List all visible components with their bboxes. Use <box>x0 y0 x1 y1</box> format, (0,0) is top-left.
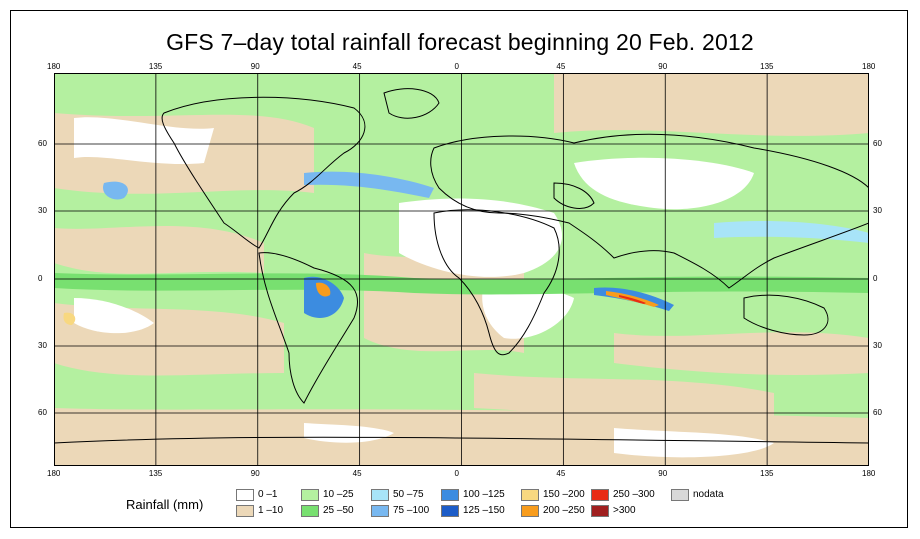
lon-tick-label: 45 <box>352 469 362 478</box>
figure-frame: GFS 7–day total rainfall forecast beginn… <box>10 10 908 528</box>
legend-swatch <box>521 489 539 501</box>
legend-label: 75 –100 <box>393 505 430 516</box>
legend-swatch <box>236 489 254 501</box>
lon-tick-label: 135 <box>148 469 163 478</box>
rainfall-map <box>54 73 869 466</box>
graticule <box>54 73 869 466</box>
lat-tick-label: 30 <box>38 206 47 215</box>
legend-swatch <box>301 489 319 501</box>
lon-tick-label: 135 <box>760 62 774 71</box>
legend-title: Rainfall (mm) <box>126 497 204 512</box>
lat-tick-label: 60 <box>38 139 47 148</box>
legend-label: >300 <box>613 505 636 516</box>
lon-tick-label: 180 <box>862 62 876 71</box>
legend-swatch <box>371 489 389 501</box>
legend-swatch <box>591 505 609 517</box>
lat-tick-label: 30 <box>873 206 882 215</box>
legend-label: 50 –75 <box>393 489 424 500</box>
legend-label: 250 –300 <box>613 489 655 500</box>
lon-tick-label: 90 <box>250 469 260 478</box>
legend-swatch <box>301 505 319 517</box>
legend-label: 200 –250 <box>543 505 585 516</box>
legend-label: 10 –25 <box>323 489 354 500</box>
lon-tick-label: 180 <box>47 469 61 478</box>
map-title: GFS 7–day total rainfall forecast beginn… <box>166 29 754 55</box>
lat-tick-label: 0 <box>38 274 43 283</box>
lon-tick-label: 180 <box>862 469 876 478</box>
legend-label: 0 –1 <box>258 489 278 500</box>
lat-tick-label: 0 <box>873 274 878 283</box>
lon-tick-label: 45 <box>556 62 566 71</box>
lat-tick-label: 30 <box>38 341 47 350</box>
lon-tick-label: 90 <box>250 62 260 71</box>
coastlines <box>54 88 869 444</box>
lon-tick-label: 90 <box>658 469 668 478</box>
lon-tick-label: 135 <box>148 62 163 71</box>
lon-tick-label: 45 <box>352 62 362 71</box>
lat-tick-label: 60 <box>873 408 882 417</box>
legend-swatch <box>521 505 539 517</box>
lon-tick-label: 0 <box>454 62 459 71</box>
lat-tick-label: 60 <box>38 408 47 417</box>
legend-swatch <box>371 505 389 517</box>
lon-tick-label: 45 <box>556 469 566 478</box>
legend-label: 25 –50 <box>323 505 354 516</box>
legend-label: nodata <box>693 489 724 500</box>
legend-label: 100 –125 <box>463 489 505 500</box>
lat-tick-label: 60 <box>873 139 882 148</box>
map-border <box>54 73 869 466</box>
lon-tick-label: 90 <box>658 62 668 71</box>
lon-tick-label: 0 <box>454 469 459 478</box>
legend-swatch <box>441 489 459 501</box>
lon-tick-label: 135 <box>760 469 774 478</box>
lon-tick-label: 180 <box>47 62 61 71</box>
legend-label: 125 –150 <box>463 505 505 516</box>
legend-label: 1 –10 <box>258 505 284 516</box>
legend-swatch <box>236 505 254 517</box>
lat-tick-label: 30 <box>873 341 882 350</box>
legend-swatch <box>671 489 689 501</box>
legend-swatch <box>441 505 459 517</box>
legend-swatch <box>591 489 609 501</box>
legend-label: 150 –200 <box>543 489 585 500</box>
